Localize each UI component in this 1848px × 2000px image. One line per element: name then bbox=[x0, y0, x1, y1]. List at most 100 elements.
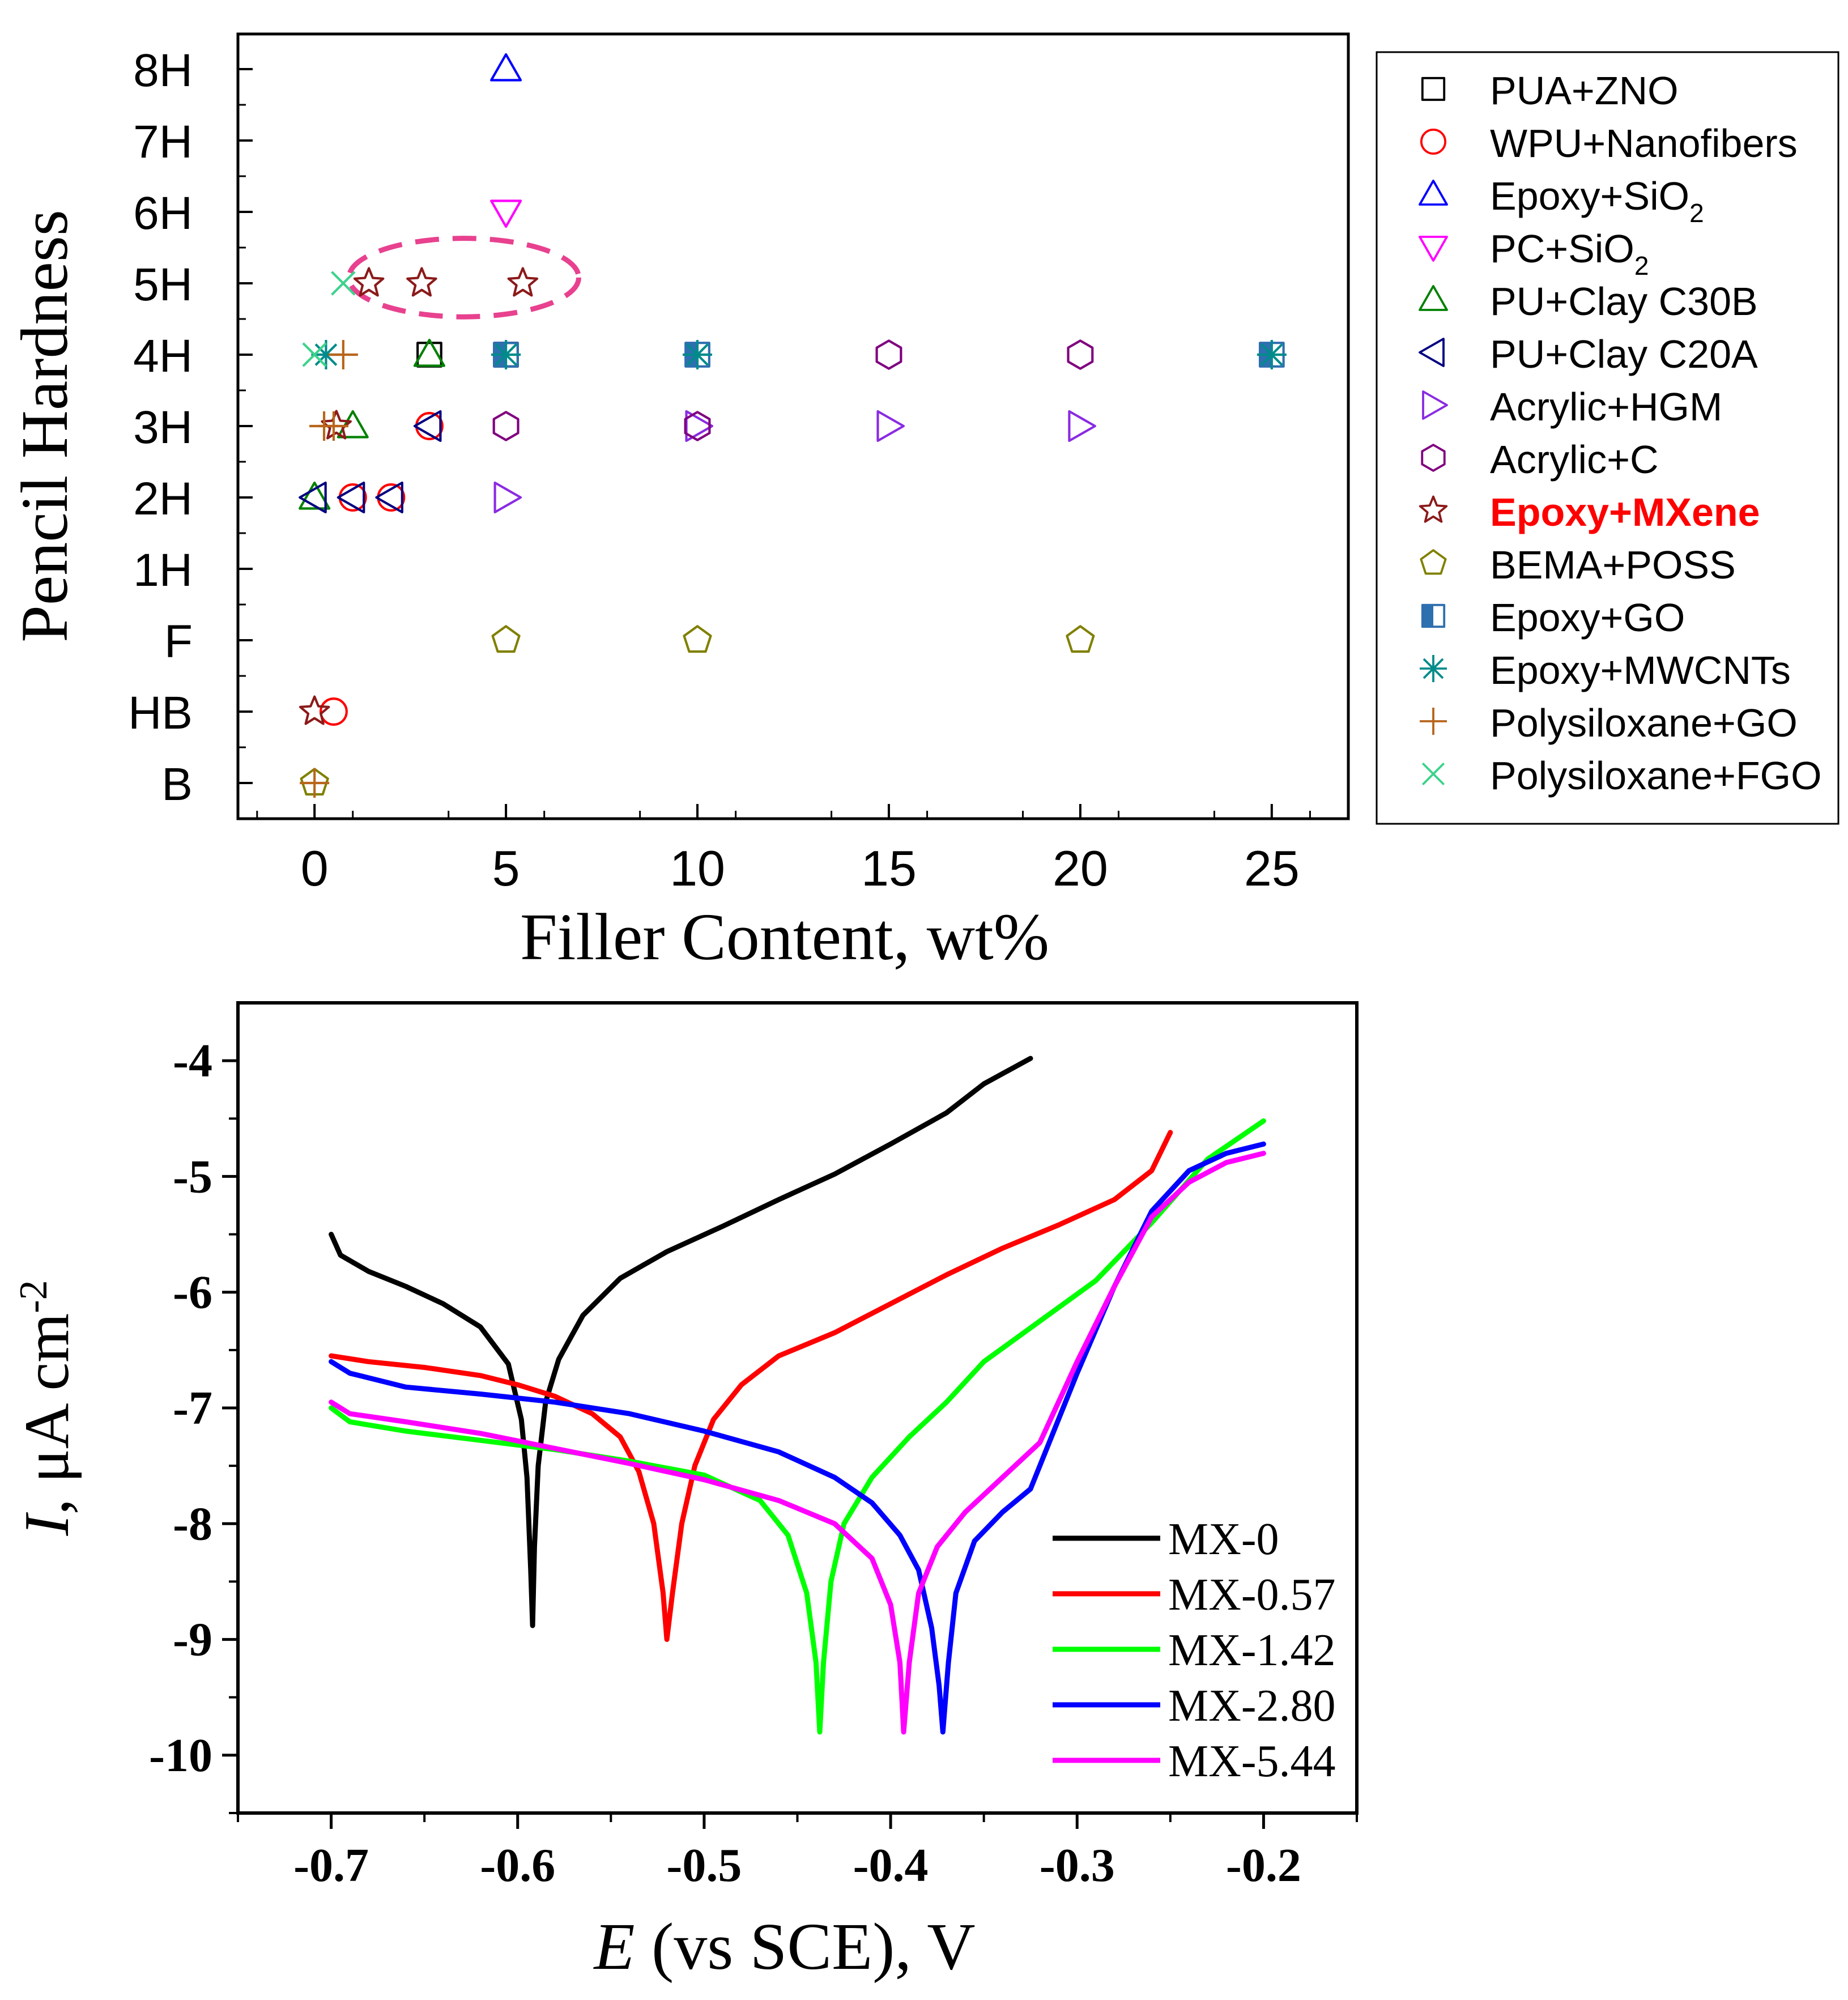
x-tick-label: 25 bbox=[1244, 840, 1300, 896]
legend-label: WPU+Nanofibers bbox=[1490, 121, 1798, 165]
y-tick-label-bottom: -5 bbox=[173, 1150, 212, 1203]
legend-box bbox=[1376, 51, 1840, 825]
y-tick-label-bottom: -8 bbox=[173, 1497, 212, 1550]
x-tick-label: 0 bbox=[301, 840, 329, 896]
pencil-hardness-chart: 0 5 10 15 20 25 B HB F 1H 2H 3H 4H 5H 6H 7H 8H Pencil Ha… bbox=[7, 32, 1840, 974]
series-epoxy-go bbox=[493, 342, 1285, 368]
point-pu-clay-c20a bbox=[375, 481, 403, 514]
legend-label: Acrylic+HGM bbox=[1490, 385, 1722, 429]
point-acrylic-c bbox=[492, 411, 520, 441]
legend-label: MX-0 bbox=[1168, 1514, 1279, 1564]
series-bema-poss bbox=[300, 625, 1095, 796]
point-epoxy-mxene bbox=[353, 267, 385, 297]
x-tick-label: 5 bbox=[492, 840, 520, 896]
legend-marker bbox=[1420, 128, 1447, 155]
point-acrylic-hgm bbox=[1068, 410, 1096, 442]
series-wpu-nanofibers bbox=[320, 412, 444, 726]
legend-marker bbox=[1419, 236, 1448, 262]
x-tick-label-bottom: -0.6 bbox=[480, 1839, 555, 1892]
y-tick-label-bottom: -9 bbox=[173, 1614, 212, 1666]
x-tick-label-bottom: -0.4 bbox=[853, 1839, 929, 1892]
x-tick-label-bottom: -0.2 bbox=[1226, 1839, 1301, 1892]
legend-item-wpu-nanofibers: WPU+Nanofibers bbox=[1420, 121, 1798, 165]
y-tick-label: 3H bbox=[133, 402, 193, 453]
point-pu-clay-c30b bbox=[337, 410, 369, 439]
legend-marker bbox=[1419, 285, 1448, 311]
y-tick-label: 7H bbox=[133, 116, 193, 168]
y-tick-label-bottom: -6 bbox=[173, 1266, 212, 1319]
legend-item-acrylic-c: Acrylic+C bbox=[1421, 437, 1659, 482]
legend-label: Epoxy+MXene bbox=[1490, 490, 1760, 534]
legend-marker bbox=[1420, 708, 1447, 735]
legend-label: MX-2.80 bbox=[1168, 1681, 1336, 1731]
legend-label: Polysiloxane+FGO bbox=[1490, 754, 1822, 798]
point-pu-clay-c30b bbox=[413, 338, 446, 367]
legend-item-polysiloxane-fgo: Polysiloxane+FGO bbox=[1421, 754, 1822, 798]
legend-marker bbox=[1419, 495, 1448, 523]
legend-marker bbox=[1421, 76, 1446, 101]
point-pu-clay-c30b bbox=[299, 481, 331, 510]
polarization-chart: -0.7 -0.6 -0.5 -0.4 -0.3 -0.2-4-5-6-7-8-9-10 … bbox=[12, 1001, 1359, 1984]
legend-marker bbox=[1419, 338, 1445, 367]
y-tick-label-bottom: -7 bbox=[173, 1382, 212, 1435]
legend-item-bema-poss: BEMA+POSS bbox=[1420, 543, 1736, 587]
point-acrylic-c bbox=[875, 339, 902, 370]
point-wpu-nanofibers bbox=[320, 697, 348, 726]
legend-item-polysiloxane-go: Polysiloxane+GO bbox=[1420, 701, 1798, 745]
highlight-ellipse bbox=[346, 236, 582, 320]
point-polysiloxane-fgo bbox=[331, 271, 356, 296]
series-epoxy-mxene bbox=[299, 267, 539, 725]
point-bema-poss bbox=[683, 625, 712, 653]
point-epoxy-mwcnts bbox=[1257, 340, 1287, 369]
point-pu-clay-c20a bbox=[299, 481, 327, 514]
series-pu-clay-c30b bbox=[299, 338, 446, 510]
series-acrylic-c bbox=[492, 339, 1094, 441]
legend-item-acrylic-hgm: Acrylic+HGM bbox=[1422, 385, 1722, 429]
legend-marker bbox=[1421, 762, 1445, 786]
point-pu-clay-c20a bbox=[337, 481, 365, 514]
y-tick-label: F bbox=[164, 616, 193, 667]
point-pc-sio bbox=[490, 199, 522, 228]
x-tick-label-bottom: -0.3 bbox=[1040, 1839, 1115, 1892]
point-bema-poss bbox=[1066, 625, 1095, 653]
legend-marker bbox=[1420, 655, 1447, 682]
legend-marker bbox=[1421, 444, 1446, 472]
legend-item-mx-0-57: MX-0.57 bbox=[1053, 1570, 1336, 1620]
x-tick-label: 15 bbox=[861, 840, 917, 896]
y-tick-label: B bbox=[161, 759, 193, 810]
legend-item-mx-0: MX-0 bbox=[1053, 1514, 1279, 1564]
x-axis-title: Filler Content, wt% bbox=[520, 900, 1049, 974]
y-tick-label: 1H bbox=[133, 544, 193, 596]
point-epoxy-mxene bbox=[507, 267, 539, 297]
line-mx-0-57 bbox=[329, 1130, 1173, 1642]
y-tick-label-bottom: -10 bbox=[149, 1729, 212, 1782]
point-epoxy-mwcnts bbox=[683, 340, 713, 369]
legend-item-pu-clay-c30b: PU+Clay C30B bbox=[1419, 279, 1758, 324]
legend-label: Polysiloxane+GO bbox=[1490, 701, 1798, 745]
y-tick-label: 4H bbox=[133, 330, 193, 382]
legend-label: Epoxy+GO bbox=[1490, 595, 1685, 640]
y-axis-title-bottom: I, μA cm-2 bbox=[12, 1280, 83, 1536]
x-tick-label-bottom: -0.7 bbox=[293, 1839, 369, 1892]
point-bema-poss bbox=[491, 625, 521, 653]
legend-item-mx-1-42: MX-1.42 bbox=[1053, 1625, 1336, 1675]
legend-item-mx-5-44: MX-5.44 bbox=[1053, 1737, 1336, 1786]
plot-frame bbox=[236, 32, 1350, 820]
point-epoxy-mwcnts bbox=[311, 340, 341, 369]
x-tick-label-bottom: -0.5 bbox=[666, 1839, 742, 1892]
line-mx-5-44 bbox=[329, 1151, 1266, 1735]
legend-item-pu-clay-c20a: PU+Clay C20A bbox=[1419, 332, 1758, 376]
x-tick-label: 10 bbox=[670, 840, 725, 896]
series-polysiloxane-go bbox=[300, 340, 358, 798]
series-polysiloxane-fgo bbox=[302, 271, 356, 367]
y-tick-label: 6H bbox=[133, 188, 193, 239]
legend-label: MX-1.42 bbox=[1168, 1625, 1336, 1675]
point-acrylic-c bbox=[1067, 339, 1094, 370]
series-epoxy-sio bbox=[490, 53, 522, 82]
legend-label: PU+Clay C20A bbox=[1490, 332, 1758, 376]
y-tick-label-bottom: -4 bbox=[173, 1035, 212, 1087]
series-pu-clay-c20a bbox=[299, 410, 442, 514]
legend-label: PU+Clay C30B bbox=[1490, 279, 1758, 324]
legend-item-mx-2-80: MX-2.80 bbox=[1053, 1681, 1336, 1731]
series-pc-sio bbox=[490, 199, 522, 228]
